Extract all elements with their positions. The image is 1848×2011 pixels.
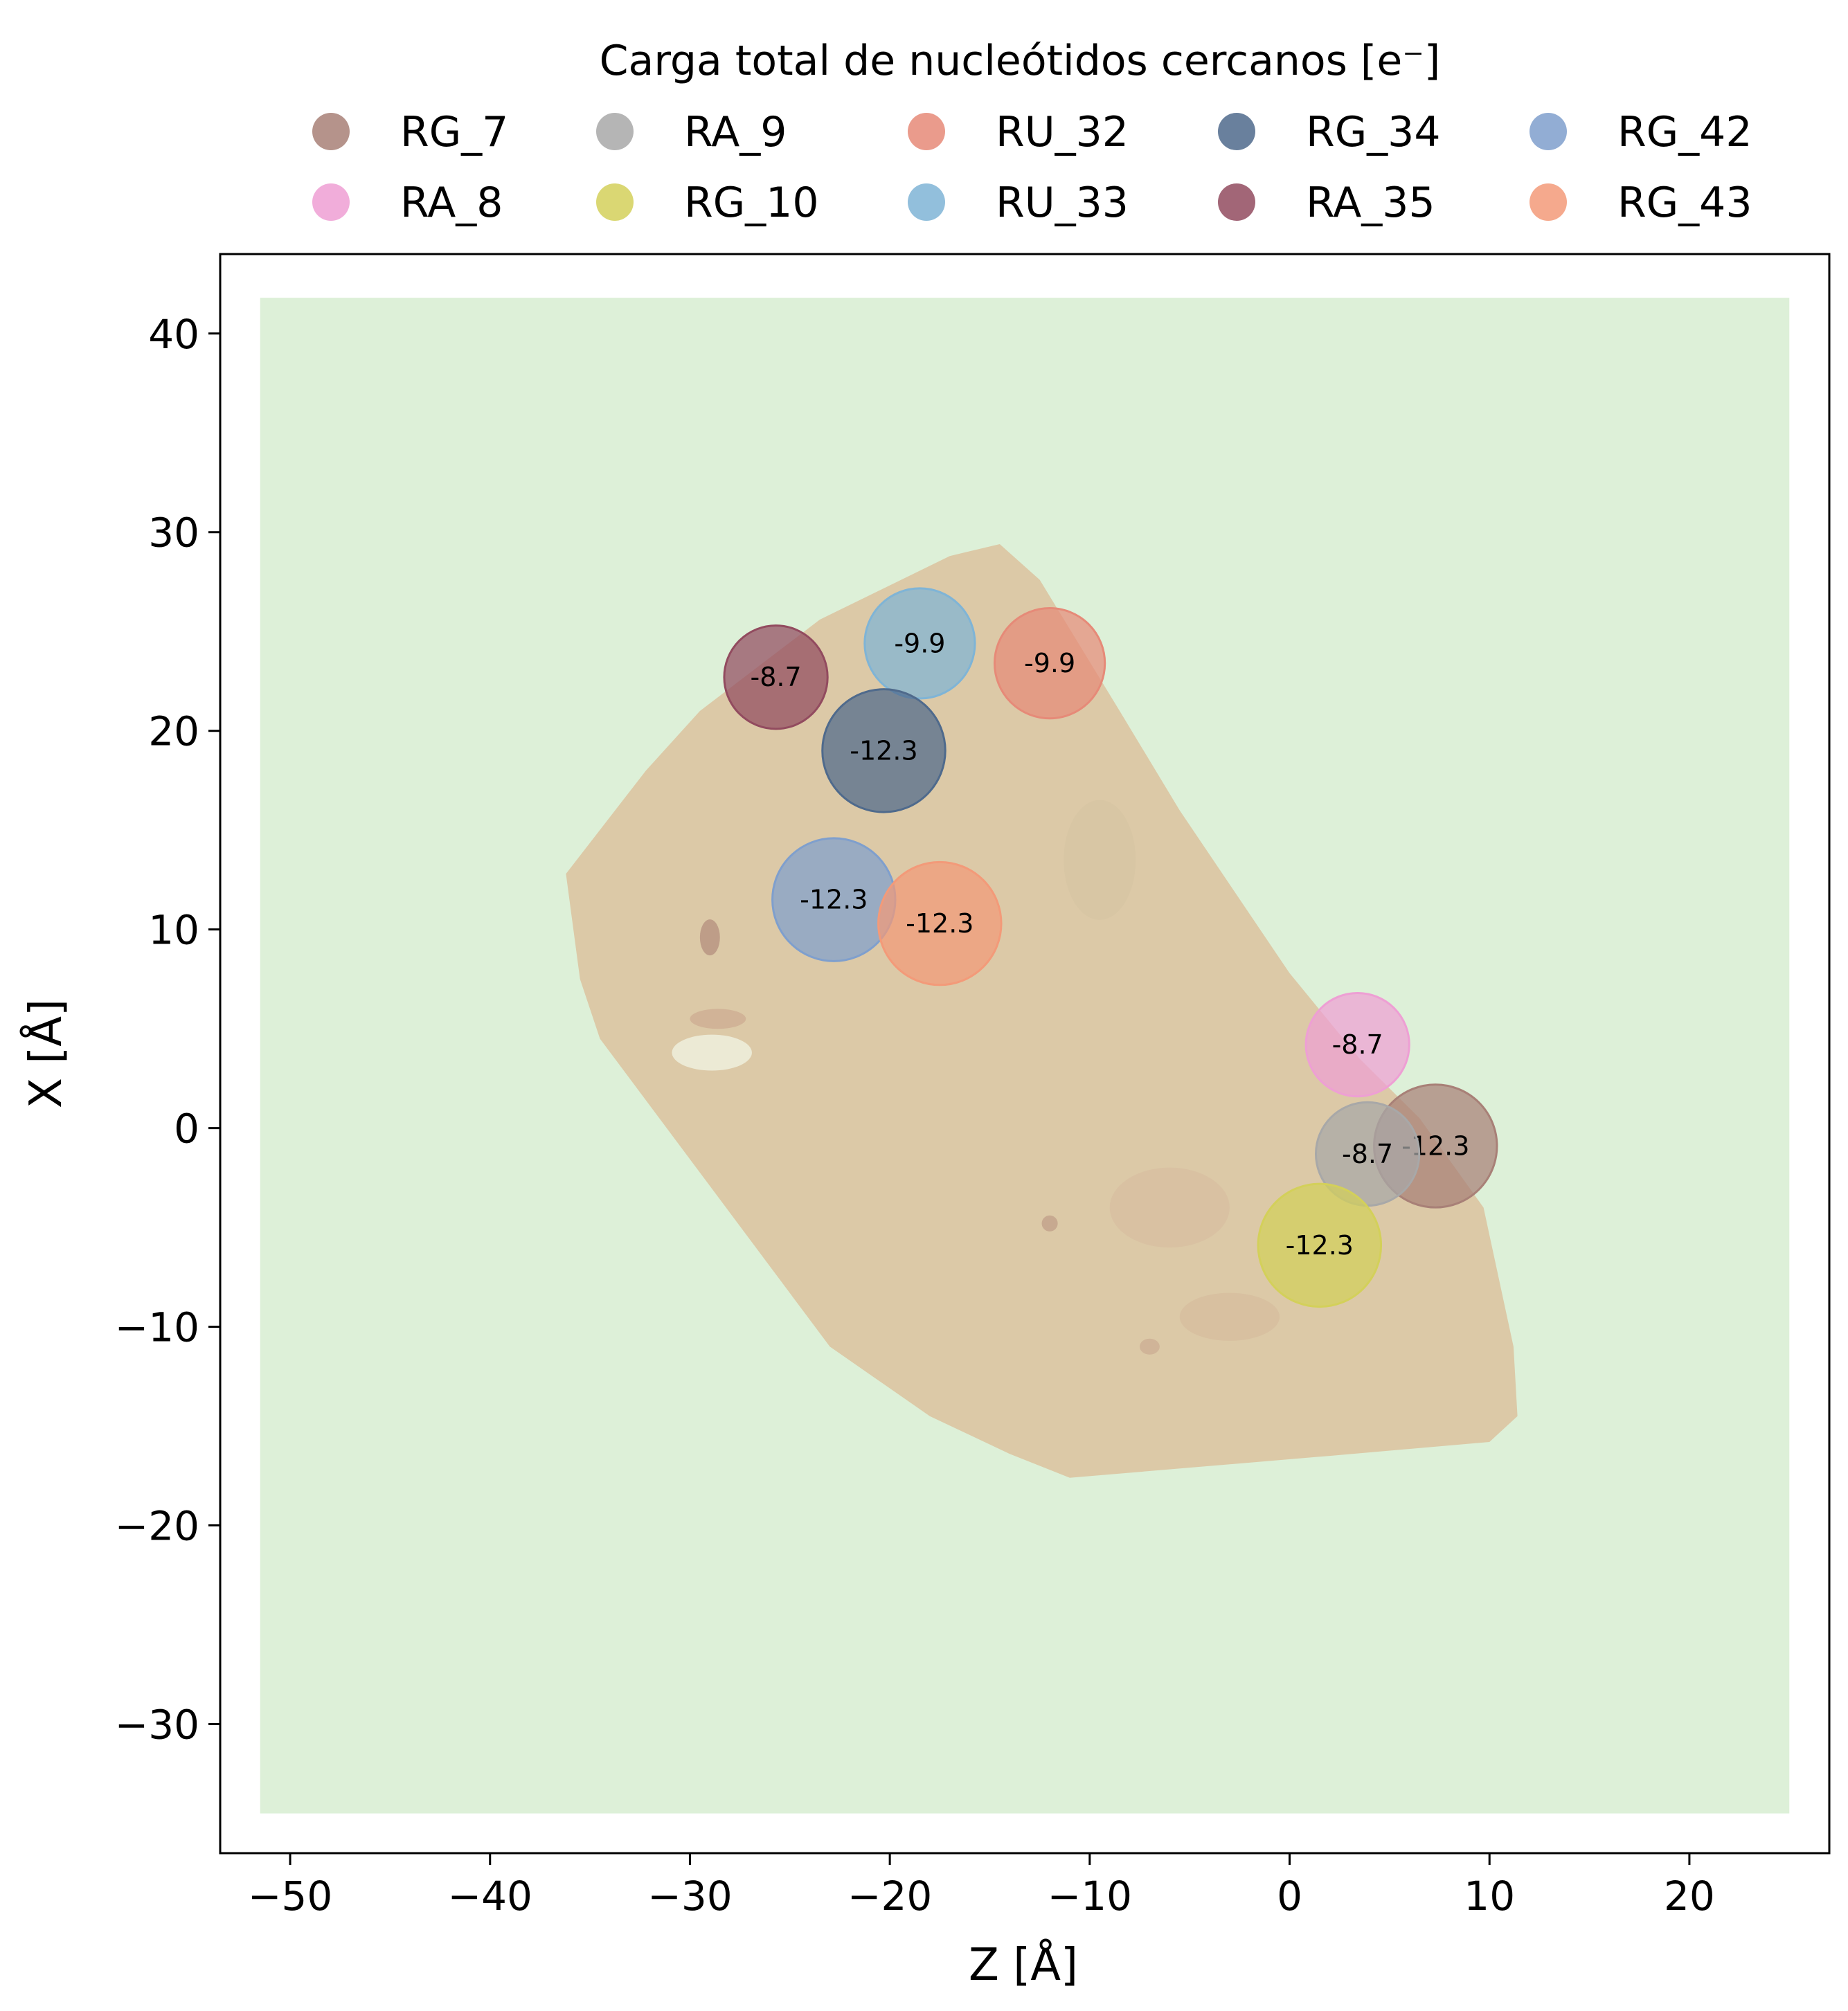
x-tick-label: −10 [1048,1873,1132,1920]
legend-marker [312,183,350,221]
y-tick-label: −10 [115,1304,199,1351]
surface-blob [1109,1167,1230,1248]
legend-marker [1218,113,1255,150]
y-tick-label: 20 [148,708,199,755]
legend-entry-rg-43: RG_43 [1529,179,1752,227]
bubble-value-label: -12.3 [800,885,868,915]
legend-entry-rg-34: RG_34 [1218,108,1441,156]
y-axis-label: X [Å] [19,999,72,1108]
x-tick-label: −50 [248,1873,332,1920]
bubble-value-label: -12.3 [906,908,974,939]
bubble-ra-8: -8.7 [1304,991,1410,1098]
bubble-circle [723,624,829,730]
legend-entry-ra-35: RA_35 [1218,179,1435,227]
y-tick-label: 40 [148,311,199,358]
legend-label: RA_35 [1306,179,1435,227]
legend-marker [908,113,945,150]
bubble-circle [1304,991,1410,1098]
y-axis: 40 30 20 10 0 −10 −20 −30 [115,311,220,1748]
x-tick-label: 20 [1664,1873,1715,1920]
legend-marker [1218,183,1255,221]
legend-label: RU_33 [996,179,1129,227]
legend-label: RG_43 [1617,179,1752,227]
legend-marker [596,183,634,221]
legend-entry-rg-42: RG_42 [1529,108,1752,156]
surface-details [672,800,1280,1355]
surface-blob [672,1034,752,1071]
legend: RG_7 RA_8 RA_9 RG_10 RU_32 RU_33 RG_34 RA_35 RG_… [312,108,1752,227]
bubble-value-label: -8.7 [1342,1139,1393,1169]
legend-label: RG_7 [400,108,508,156]
bubble-circle [863,587,976,700]
legend-title: Carga total de nucleótidos cercanos [e⁻] [600,37,1441,85]
legend-entry-ra-9: RA_9 [596,108,787,156]
bubble-rg-10: -12.3 [1257,1182,1383,1308]
legend-marker [908,183,945,221]
surface-blob [699,919,720,956]
bubble-value-label: -9.9 [1024,648,1075,678]
surface-blob [690,1009,746,1029]
bubbles: -12.3 -8.7 -8.7 -12.3 -9.9 -9.9 -12.3 -8.7 -12.3… [723,587,1498,1308]
bubble-value-label: -12.3 [850,735,917,766]
legend-entry-ru-32: RU_32 [908,108,1129,156]
bubble-circle [993,607,1106,720]
x-axis-label: Z [Å] [969,1938,1078,1991]
legend-entry-rg-10: RG_10 [596,179,819,227]
surface-blob [1041,1215,1058,1232]
bubble-rg-34: -12.3 [821,688,947,813]
y-tick-label: 0 [174,1106,199,1153]
bubble-circle [821,688,947,813]
legend-label: RG_42 [1617,108,1752,156]
y-tick-label: 10 [148,907,199,954]
bubble-value-label: -9.9 [894,628,945,658]
bubble-ru-32: -9.9 [993,607,1106,720]
y-tick-label: −20 [115,1503,199,1550]
plot-area: -12.3 -8.7 -8.7 -12.3 -9.9 -9.9 -12.3 -8.7 -12.3… [260,298,1790,1814]
bubble-circle [877,860,1003,986]
bubble-value-label: -12.3 [1286,1230,1354,1261]
bubble-rg-42: -12.3 [771,837,897,962]
legend-label: RA_9 [684,108,787,156]
y-tick-label: 30 [148,509,199,557]
legend-marker [1529,113,1567,150]
legend-label: RG_10 [684,179,819,227]
surface-blob [1064,800,1136,920]
legend-label: RU_32 [996,108,1129,156]
x-tick-label: −40 [448,1873,532,1920]
x-tick-label: −20 [847,1873,932,1920]
legend-entry-ru-33: RU_33 [908,179,1129,227]
bubble-rg-43: -12.3 [877,860,1003,986]
legend-label: RA_8 [400,179,503,227]
bubble-circle [1257,1182,1383,1308]
x-tick-label: 10 [1464,1873,1515,1920]
legend-entry-ra-8: RA_8 [312,179,503,227]
bubble-ru-33: -9.9 [863,587,976,700]
legend-label: RG_34 [1306,108,1441,156]
surface-blob [1140,1338,1160,1355]
legend-marker [1529,183,1567,221]
plot-frame [219,253,1831,1855]
x-tick-label: 0 [1277,1873,1302,1920]
legend-marker [312,113,350,150]
x-tick-label: −30 [647,1873,732,1920]
legend-marker [596,113,634,150]
bubble-value-label: -8.7 [1332,1029,1383,1060]
legend-entry-rg-7: RG_7 [312,108,508,156]
y-tick-label: −30 [115,1701,199,1748]
x-axis: −50 −40 −30 −20 −10 0 10 20 [248,1853,1715,1920]
bubble-value-label: -8.7 [750,662,801,692]
bubble-ra-35: -8.7 [723,624,829,730]
surface-blob [1179,1292,1280,1341]
